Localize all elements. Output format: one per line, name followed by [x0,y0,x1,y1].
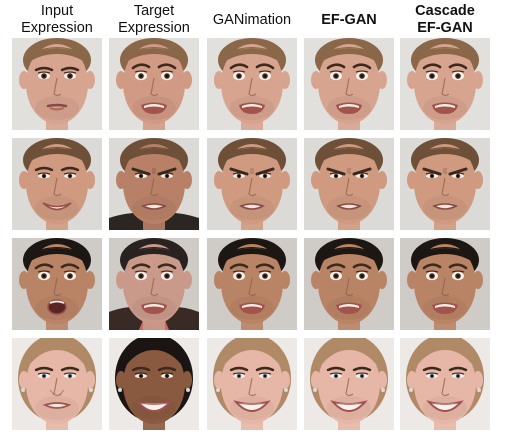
column-header-2: Target Expression [103,0,205,40]
face-image-row2-col5 [400,138,490,230]
face-photo [304,238,394,330]
face-photo [304,338,394,430]
column-header-line: Input [40,3,74,19]
face-photo [207,338,297,430]
face-image-row2-col4 [304,138,394,230]
face-photo [12,38,102,130]
column-header-line: EF-GAN [321,11,377,28]
column-header-1: Input Expression [6,0,108,40]
face-photo [207,38,297,130]
face-image-row3-col5 [400,238,490,330]
face-image-row2-col2 [109,138,199,230]
face-photo [109,38,199,130]
face-photo [304,38,394,130]
face-image-row4-col3 [207,338,297,430]
face-photo [12,338,102,430]
face-image-row4-col1 [12,338,102,430]
face-photo [207,138,297,230]
face-image-row2-col3 [207,138,297,230]
column-header-line: EF-GAN [417,20,473,36]
face-image-row3-col3 [207,238,297,330]
face-image-row4-col2 [109,338,199,430]
face-photo [400,238,490,330]
face-image-row3-col4 [304,238,394,330]
face-photo [12,138,102,230]
face-image-row1-col3 [207,38,297,130]
column-header-5: Cascade EF-GAN [394,0,496,40]
face-image-row1-col2 [109,38,199,130]
face-photo [207,238,297,330]
column-header-line: Expression [118,20,190,36]
face-photo [12,238,102,330]
face-photo [400,138,490,230]
face-image-row2-col1 [12,138,102,230]
column-header-line: GANimation [212,11,292,28]
face-image-row4-col5 [400,338,490,430]
face-image-row1-col1 [12,38,102,130]
face-image-row1-col5 [400,38,490,130]
face-photo [400,338,490,430]
face-image-row1-col4 [304,38,394,130]
face-photo [109,138,199,230]
face-photo [304,138,394,230]
column-header-line: Expression [21,20,93,36]
column-header-line: Target [133,3,175,19]
face-image-row4-col4 [304,338,394,430]
face-image-row3-col1 [12,238,102,330]
column-header-3: GANimation [201,0,303,40]
face-photo [400,38,490,130]
column-header-line: Cascade [415,3,475,19]
face-photo [109,338,199,430]
face-image-row3-col2 [109,238,199,330]
column-header-4: EF-GAN [298,0,400,40]
face-photo [109,238,199,330]
